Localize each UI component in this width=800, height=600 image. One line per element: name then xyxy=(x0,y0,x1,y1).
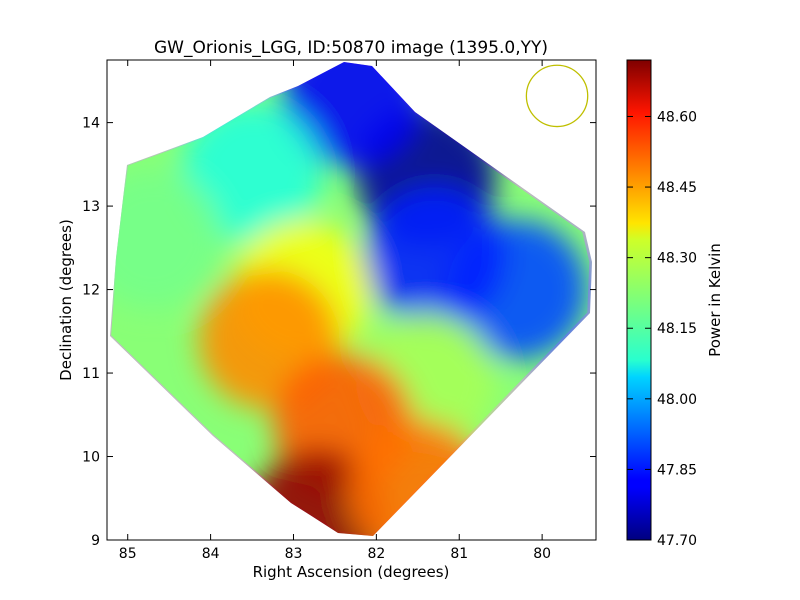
y-tick-label: 9 xyxy=(91,533,100,549)
colorbar-tick-label: 48.00 xyxy=(657,392,697,408)
colorbar-label: Power in Kelvin xyxy=(706,243,724,357)
y-tick-label: 12 xyxy=(82,283,100,299)
y-tick-label: 10 xyxy=(82,450,100,466)
colorbar-tick-label: 48.60 xyxy=(657,109,697,125)
x-tick-label: 81 xyxy=(450,546,468,562)
plot-frame xyxy=(106,59,597,541)
beam-circle xyxy=(525,64,589,128)
colorbar-tick-label: 48.15 xyxy=(657,321,697,337)
colorbar-tick-label: 48.30 xyxy=(657,251,697,267)
colorbar-tick-label: 47.85 xyxy=(657,462,697,478)
colorbar-ticks: 47.70 47.85 48.00 48.15 48.30 48.45 48.60 xyxy=(627,109,697,549)
x-axis-label: Right Ascension (degrees) xyxy=(253,563,450,581)
colorbar-frame xyxy=(626,59,652,541)
axes: 85 84 83 82 81 80 9 10 11 12 13 14 xyxy=(82,60,596,562)
colorbar-tick-label: 48.45 xyxy=(657,180,697,196)
x-tick-label: 82 xyxy=(367,546,385,562)
y-tick-label: 14 xyxy=(82,116,100,132)
heatmap-feature-4 xyxy=(182,102,323,243)
x-tick-label: 85 xyxy=(119,546,137,562)
heatmap-feature-3 xyxy=(364,186,505,327)
colorbar xyxy=(627,60,651,540)
heatmap xyxy=(110,62,592,536)
heatmap-feature-5 xyxy=(110,169,223,310)
y-tick-label: 13 xyxy=(82,199,100,215)
x-tick-label: 83 xyxy=(285,546,303,562)
y-axis-label: Declination (degrees) xyxy=(57,219,75,381)
x-tick-label: 84 xyxy=(202,546,220,562)
colorbar-tick-label: 47.70 xyxy=(657,533,697,549)
x-tick-label: 80 xyxy=(533,546,551,562)
y-tick-label: 11 xyxy=(82,366,100,382)
chart-title: GW_Orionis_LGG, ID:50870 image (1395.0,Y… xyxy=(154,38,548,58)
